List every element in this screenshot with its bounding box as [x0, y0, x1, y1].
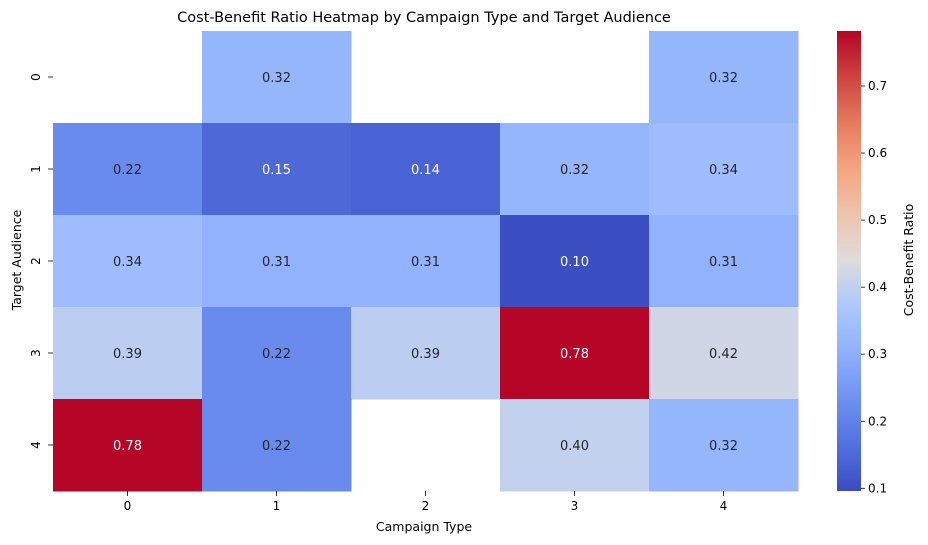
- heatmap-cell: 0.31: [351, 215, 501, 308]
- y-tick-label: 2: [29, 257, 43, 265]
- colorbar-gradient: [837, 31, 861, 491]
- x-tick-label: 2: [422, 499, 430, 513]
- y-tick-label: 1: [29, 165, 43, 173]
- x-tick-label: 1: [273, 499, 281, 513]
- cell-value-label: 0.31: [262, 255, 291, 270]
- heatmap-cell: 0.42: [649, 307, 799, 400]
- colorbar-label: Cost-Benefit Ratio: [901, 204, 916, 317]
- colorbar-tick-label: 0.1: [868, 481, 887, 495]
- cell-value-label: 0.32: [709, 71, 738, 86]
- heatmap-cell: 0.39: [53, 307, 203, 400]
- colorbar-tick-label: 0.2: [868, 414, 887, 428]
- x-tick-label: 0: [124, 499, 132, 513]
- cell-value-label: 0.39: [113, 347, 142, 362]
- heatmap-cell: 0.15: [202, 123, 352, 216]
- heatmap-cell: 0.39: [351, 307, 501, 400]
- heatmap-cell: 0.32: [649, 399, 799, 492]
- heatmap-cell: 0.22: [53, 123, 203, 216]
- colorbar-tick-label: 0.3: [868, 347, 887, 361]
- cell-value-label: 0.32: [560, 163, 589, 178]
- cell-value-label: 0.34: [709, 163, 738, 178]
- chart-title: Cost-Benefit Ratio Heatmap by Campaign T…: [177, 10, 671, 26]
- cell-value-label: 0.22: [262, 439, 291, 454]
- x-axis-ticks: 0 1 2 3 4: [124, 491, 728, 513]
- heatmap-cell: 0.10: [500, 215, 650, 308]
- colorbar-tick-label: 0.7: [868, 79, 887, 93]
- cell-value-label: 0.78: [560, 347, 589, 362]
- colorbar: 0.1 0.2 0.3 0.4 0.5 0.6 0.7: [837, 31, 887, 495]
- heatmap-cell: 0.22: [202, 307, 352, 400]
- heatmap-cell: 0.78: [500, 307, 650, 400]
- x-tick-label: 4: [720, 499, 728, 513]
- cell-value-label: 0.31: [709, 255, 738, 270]
- heatmap-cell: 0.78: [53, 399, 203, 492]
- cell-value-label: 0.22: [113, 163, 142, 178]
- y-tick-label: 0: [29, 73, 43, 81]
- cell-value-label: 0.42: [709, 347, 738, 362]
- cell-value-label: 0.10: [560, 255, 589, 270]
- y-tick-label: 4: [29, 441, 43, 449]
- heatmap-cell: 0.32: [500, 123, 650, 216]
- colorbar-tick-label: 0.6: [868, 146, 887, 160]
- y-tick-label: 3: [29, 349, 43, 357]
- heatmap-cell: 0.22: [202, 399, 352, 492]
- cell-value-label: 0.22: [262, 347, 291, 362]
- heatmap-cells: 0.32 0.32 0.22 0.15 0.14 0.32 0.34 0.34 0.31 0.31…: [53, 31, 799, 492]
- x-axis-label: Campaign Type: [376, 519, 472, 534]
- heatmap-cell: 0.34: [649, 123, 799, 216]
- y-axis-ticks: 0 1 2 3 4: [29, 73, 53, 449]
- heatmap-cell: 0.40: [500, 399, 650, 492]
- cell-value-label: 0.39: [411, 347, 440, 362]
- cell-value-label: 0.78: [113, 439, 142, 454]
- cell-value-label: 0.31: [411, 255, 440, 270]
- cell-value-label: 0.34: [113, 255, 142, 270]
- colorbar-tick-label: 0.5: [868, 213, 887, 227]
- y-axis-label: Target Audience: [9, 209, 24, 311]
- heatmap-cell: 0.34: [53, 215, 203, 308]
- heatmap-cell: 0.14: [351, 123, 501, 216]
- heatmap-cell: 0.32: [202, 31, 352, 124]
- heatmap-cell: 0.31: [202, 215, 352, 308]
- x-tick-label: 3: [571, 499, 579, 513]
- cell-value-label: 0.40: [560, 439, 589, 454]
- cell-value-label: 0.32: [262, 71, 291, 86]
- colorbar-tick-label: 0.4: [868, 280, 887, 294]
- heatmap-cell: 0.32: [649, 31, 799, 124]
- cell-value-label: 0.15: [262, 163, 291, 178]
- cell-value-label: 0.32: [709, 439, 738, 454]
- cell-value-label: 0.14: [411, 163, 440, 178]
- heatmap-cell: 0.31: [649, 215, 799, 308]
